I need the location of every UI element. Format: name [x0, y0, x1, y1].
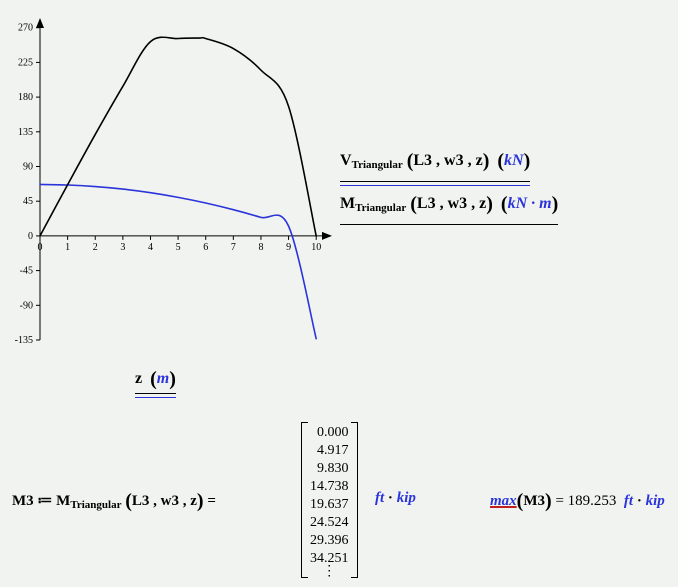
matrix-value: 29.396 [310, 532, 349, 549]
svg-text:-135: -135 [15, 335, 33, 346]
svg-text:2: 2 [93, 242, 98, 253]
svg-text:8: 8 [258, 242, 263, 253]
svg-text:1: 1 [65, 242, 70, 253]
legend-m-sub: Triangular [355, 202, 406, 214]
svg-text:4: 4 [148, 242, 153, 253]
svg-text:9: 9 [286, 242, 291, 253]
svg-text:5: 5 [176, 242, 181, 253]
matrix-value: 19.637 [310, 496, 349, 513]
legend-m-unit: kN · m [508, 195, 552, 212]
max-unit-ft: ft [624, 493, 633, 509]
m3-definition: M3 ≔ MTriangular (L3 , w3 , z) = [12, 490, 216, 513]
max-word: max [490, 493, 517, 509]
matrix-value: 24.524 [310, 514, 349, 531]
svg-text:-45: -45 [20, 266, 33, 277]
legend-m-func: M [340, 195, 355, 212]
unit-ft: ft [375, 490, 384, 506]
m3-matrix: 0.0004.9179.83014.73819.63724.52429.3963… [295, 420, 364, 580]
legend-v-args: L3 , w3 , z [413, 152, 482, 169]
max-equation: max(M3) = 189.253 ft · kip [490, 490, 665, 513]
bracket-left [295, 420, 305, 580]
legend-row-m: MTriangular (L3 , w3 , z) (kN · m) [340, 188, 558, 225]
max-unit-kip: kip [646, 493, 665, 509]
m3-func: M [56, 493, 70, 509]
svg-text:270: 270 [18, 23, 33, 34]
matrix-value: 4.917 [310, 442, 349, 459]
svg-text:10: 10 [311, 242, 321, 253]
unit-kip: kip [397, 490, 416, 506]
chart: -135-90-4504590135180225270012345678910 [0, 10, 340, 370]
m3-args: L3 , w3 , z [132, 493, 197, 509]
matrix-column: 0.0004.9179.83014.73819.63724.52429.3963… [305, 420, 354, 580]
m3-unit: ft · kip [375, 490, 416, 507]
svg-text:7: 7 [231, 242, 236, 253]
svg-text:90: 90 [23, 162, 33, 173]
m3-eq: = [207, 493, 216, 509]
svg-text:180: 180 [18, 92, 33, 103]
chart-svg: -135-90-4504590135180225270012345678910 [0, 10, 340, 370]
legend-v-sub: Triangular [352, 159, 403, 171]
m3-assign: ≔ [37, 493, 52, 509]
legend-v-unit: kN [504, 152, 524, 169]
svg-text:-90: -90 [20, 300, 33, 311]
legend-v-func: V [340, 152, 352, 169]
svg-text:225: 225 [18, 57, 33, 68]
svg-text:45: 45 [23, 196, 33, 207]
bracket-right [354, 420, 364, 580]
legend-row-v: VTriangular (L3 , w3 , z) (kN) [340, 145, 530, 182]
matrix-value: 14.738 [310, 478, 349, 495]
xaxis-var: z [135, 370, 142, 387]
legend: VTriangular (L3 , w3 , z) (kN) MTriangul… [340, 145, 670, 231]
max-value: 189.253 [568, 493, 617, 509]
m3-sub: Triangular [70, 499, 121, 511]
svg-text:135: 135 [18, 127, 33, 138]
matrix-value: 9.830 [310, 460, 349, 477]
max-arg: M3 [523, 493, 545, 509]
svg-text:6: 6 [203, 242, 208, 253]
svg-text:0: 0 [28, 231, 33, 242]
matrix-vdots: ⋮ [310, 568, 349, 576]
xaxis-unit: m [157, 370, 169, 387]
svg-text:3: 3 [120, 242, 125, 253]
x-axis-label: z (m) [135, 368, 176, 394]
max-eq-sign: = [555, 493, 563, 509]
results-row: M3 ≔ MTriangular (L3 , w3 , z) = 0.0004.… [0, 420, 678, 580]
legend-m-args: L3 , w3 , z [417, 195, 486, 212]
m3-lhs: M3 [12, 493, 34, 509]
matrix-value: 0.000 [310, 424, 349, 441]
